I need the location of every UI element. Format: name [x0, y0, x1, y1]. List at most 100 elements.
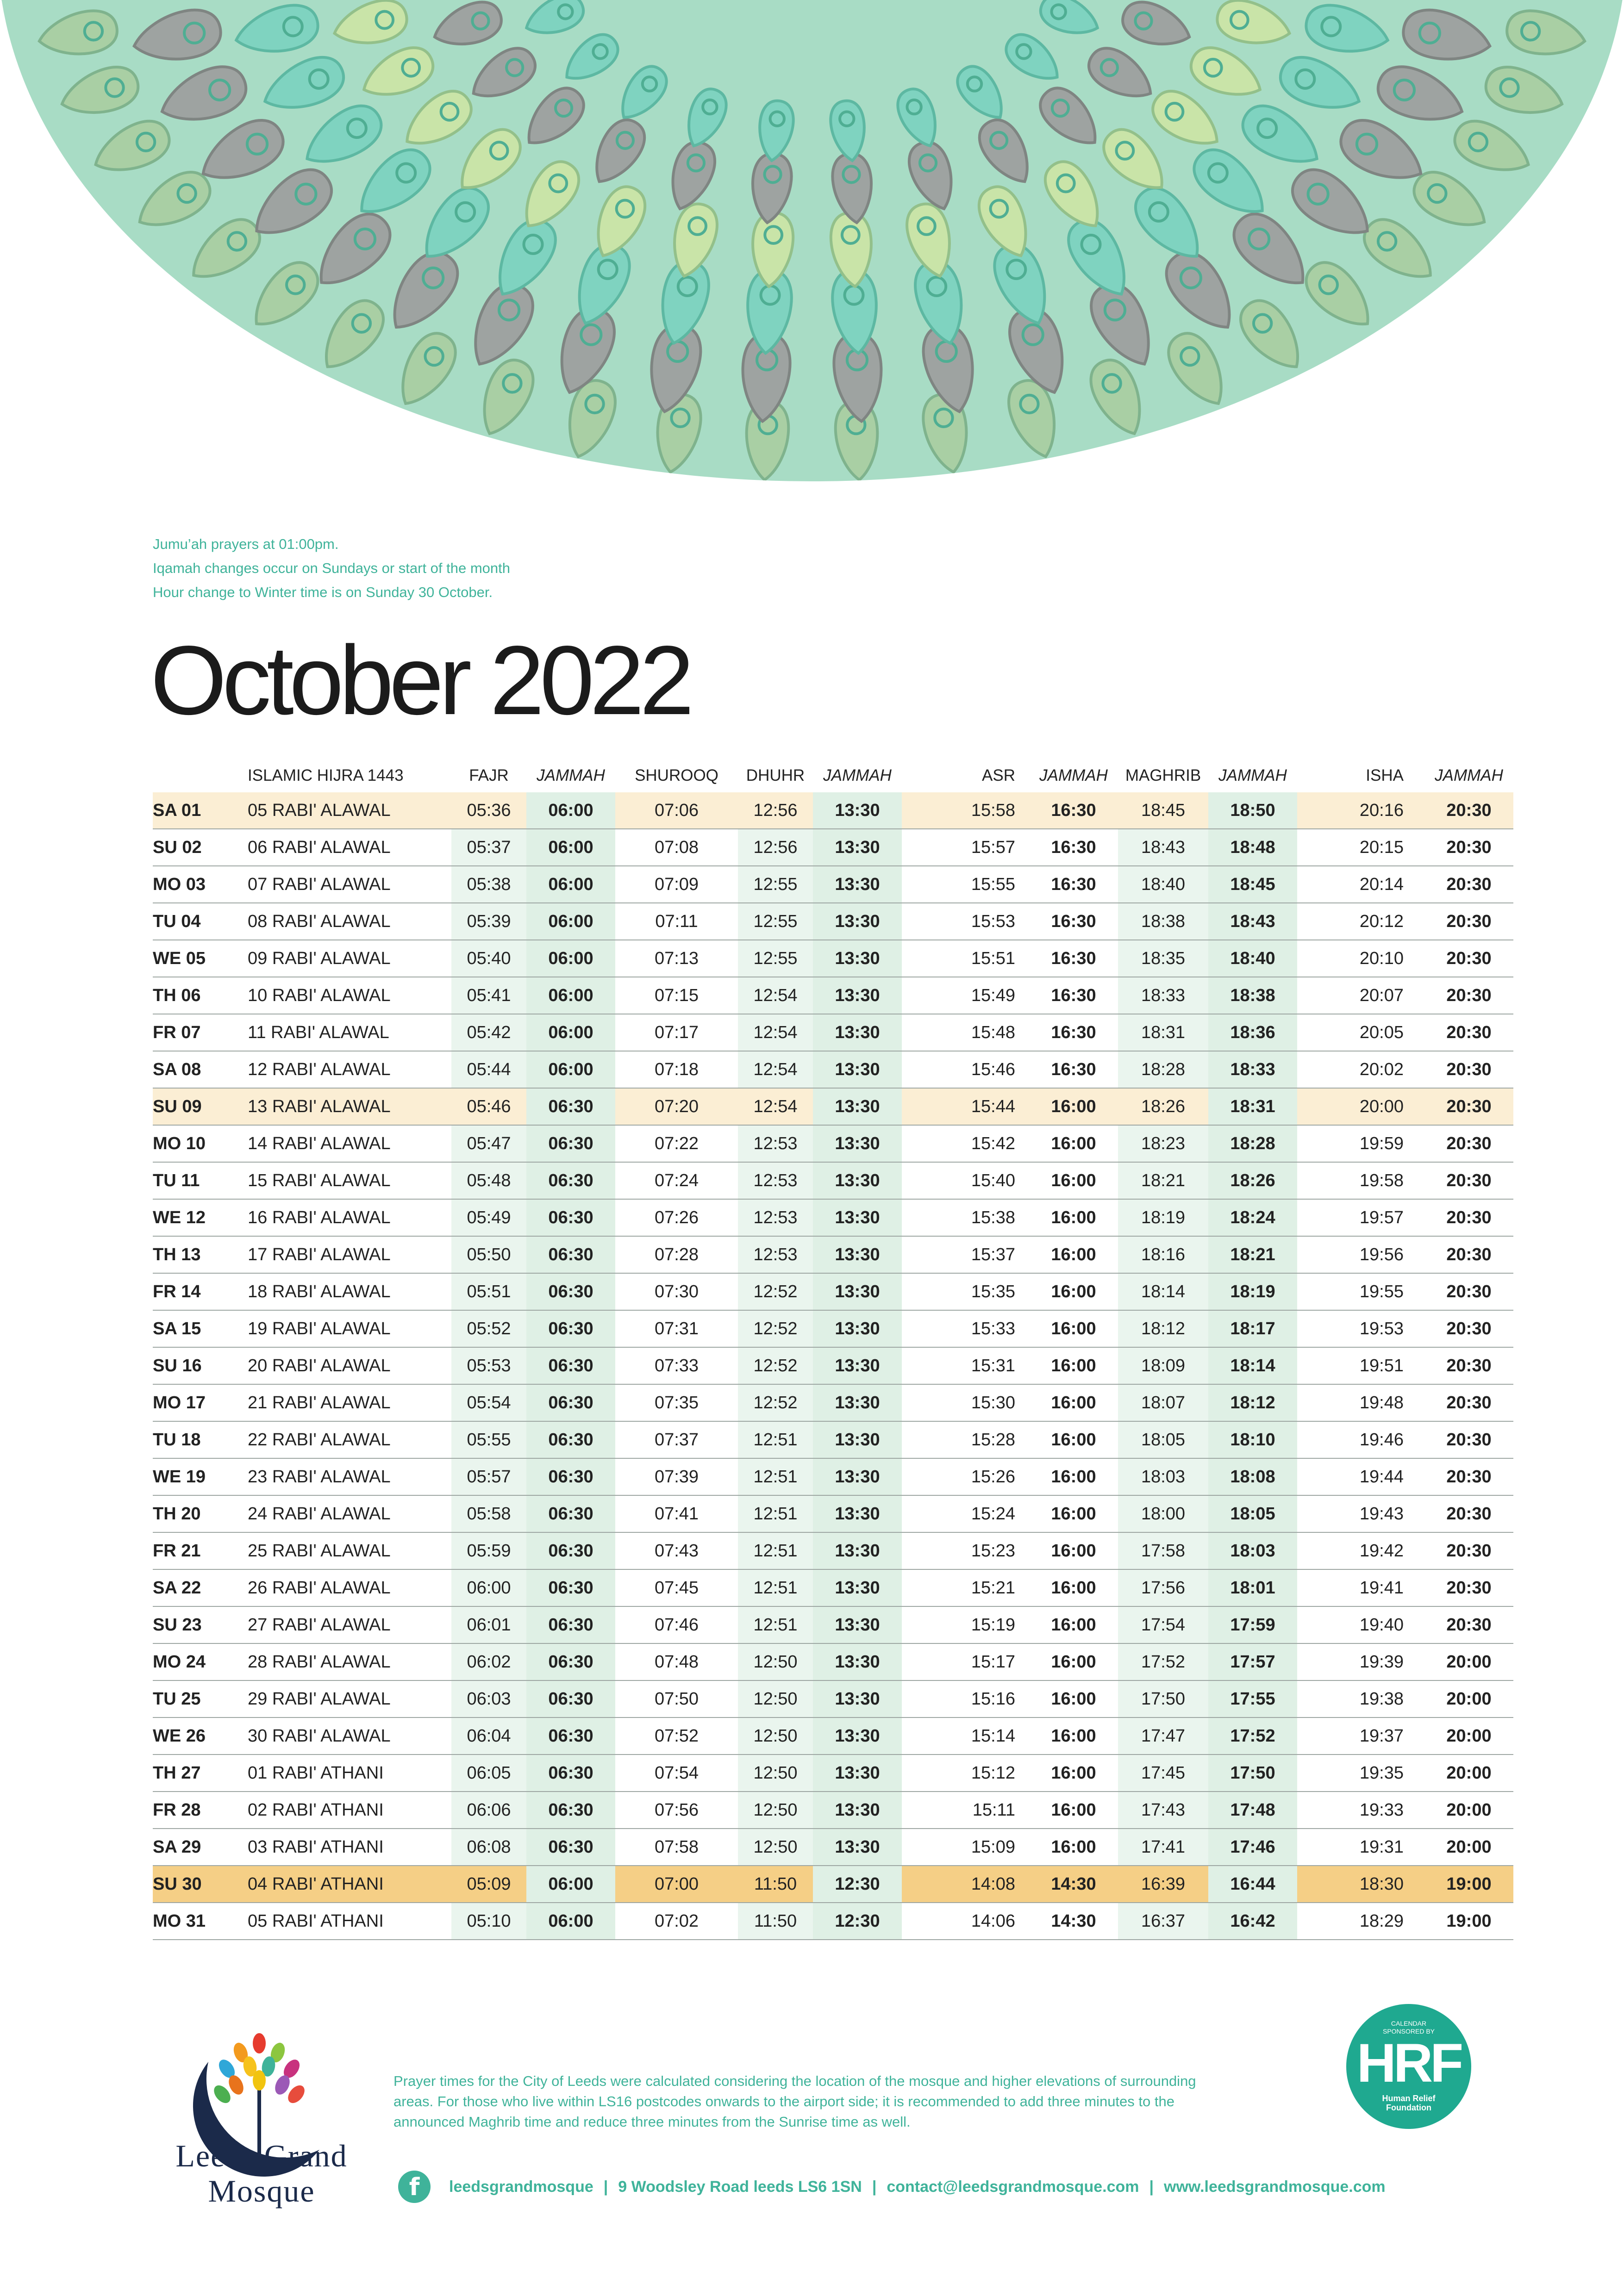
cell-dhuhr-j: 13:30	[813, 1162, 902, 1200]
mandala-swirl	[1320, 16, 1342, 37]
table-row: TU 04 08 RABI' ALAWAL 05:39 06:00 07:11 12:55…	[153, 903, 1513, 940]
cell-shurooq: 07:09	[615, 866, 738, 903]
cell-fajr-j: 06:00	[526, 940, 615, 977]
cell-fajr-j: 06:00	[526, 1903, 615, 1940]
mandala-petal	[751, 211, 795, 288]
cell-day: SU 30	[153, 1866, 248, 1903]
col-asr-jammah: JAMMAH	[1039, 766, 1108, 784]
cell-day: SA 22	[153, 1569, 248, 1607]
cell-fajr: 05:37	[451, 829, 526, 866]
cell-maghrib-j: 18:28	[1208, 1125, 1297, 1163]
cell-maghrib: 17:52	[1118, 1643, 1208, 1681]
mandala-swirl	[615, 131, 635, 150]
cell-asr: 15:37	[902, 1236, 1029, 1274]
cell-hijri: 24 RABI' ALAWAL	[248, 1495, 451, 1533]
col-shurooq: SHUROOQ	[635, 766, 718, 784]
cell-dhuhr-j: 13:30	[813, 1199, 902, 1237]
mandala-swirl	[471, 11, 490, 31]
cell-fajr: 05:59	[451, 1532, 526, 1570]
cell-hijri: 15 RABI' ALAWAL	[248, 1162, 451, 1200]
cell-asr-j: 16:00	[1029, 1495, 1118, 1533]
cell-asr-j: 16:00	[1029, 1792, 1118, 1829]
mandala-petal	[1402, 8, 1492, 61]
cell-fajr: 05:57	[451, 1458, 526, 1496]
table-row: WE 12 16 RABI' ALAWAL 05:49 06:30 07:26 12:53…	[153, 1199, 1513, 1237]
cell-asr-j: 16:00	[1029, 1347, 1118, 1385]
cell-maghrib: 17:58	[1118, 1532, 1208, 1570]
email-link[interactable]: contact@leedsgrandmosque.com	[887, 2178, 1139, 2196]
mandala-petal	[1505, 9, 1587, 56]
cell-fajr: 05:52	[451, 1310, 526, 1348]
cell-asr-j: 16:00	[1029, 1162, 1118, 1200]
cell-dhuhr: 12:50	[738, 1755, 813, 1792]
logo-leaf	[233, 2042, 248, 2063]
cell-fajr: 05:36	[451, 792, 526, 829]
cell-fajr-j: 06:30	[526, 1236, 615, 1274]
mandala-swirl	[285, 274, 306, 295]
cell-isha: 19:42	[1297, 1532, 1424, 1570]
cell-shurooq: 07:30	[615, 1273, 738, 1311]
cell-day: WE 19	[153, 1458, 248, 1496]
mandala-swirl	[1056, 173, 1076, 193]
cell-fajr: 06:02	[451, 1643, 526, 1681]
facebook-handle[interactable]: leedsgrandmosque	[449, 2178, 593, 2196]
cell-maghrib-j: 18:17	[1208, 1310, 1297, 1348]
cell-hijri: 19 RABI' ALAWAL	[248, 1310, 451, 1348]
cell-dhuhr: 12:55	[738, 866, 813, 903]
cell-asr-j: 16:30	[1029, 829, 1118, 866]
cell-asr: 15:33	[902, 1310, 1029, 1348]
mandala-swirl	[1164, 101, 1185, 122]
cell-isha: 20:07	[1297, 977, 1424, 1014]
sponsor-caption: CALENDAR SPONSORED BY	[1346, 2020, 1471, 2035]
cell-dhuhr: 12:50	[738, 1829, 813, 1866]
cell-maghrib-j: 18:19	[1208, 1273, 1297, 1311]
cell-day: FR 14	[153, 1273, 248, 1311]
cell-dhuhr: 12:56	[738, 829, 813, 866]
cell-fajr-j: 06:30	[526, 1569, 615, 1607]
cell-shurooq: 07:31	[615, 1310, 738, 1348]
cell-fajr-j: 06:00	[526, 792, 615, 829]
cell-hijri: 14 RABI' ALAWAL	[248, 1125, 451, 1163]
cell-maghrib-j: 18:48	[1208, 829, 1297, 866]
cell-fajr-j: 06:30	[526, 1458, 615, 1496]
table-row: TU 11 15 RABI' ALAWAL 05:48 06:30 07:24 12:53…	[153, 1162, 1513, 1200]
cell-dhuhr: 12:53	[738, 1236, 813, 1274]
hrf-sponsor-badge: CALENDAR SPONSORED BY HRF Human Relief F…	[1346, 2004, 1471, 2129]
mandala-swirl	[763, 225, 784, 245]
table-header-row: ISLAMIC HIJRA 1443 FAJR JAMMAH SHUROOQ D…	[153, 759, 1513, 792]
cell-dhuhr-j: 13:30	[813, 1792, 902, 1829]
col-fajr: FAJR	[469, 766, 509, 784]
cell-dhuhr: 11:50	[738, 1866, 813, 1903]
prayer-timetable: ISLAMIC HIJRA 1443 FAJR JAMMAH SHUROOQ D…	[153, 759, 1513, 1940]
cell-fajr-j: 06:30	[526, 1347, 615, 1385]
mandala-swirl	[1247, 227, 1271, 250]
cell-maghrib: 18:31	[1118, 1014, 1208, 1052]
cell-isha: 20:14	[1297, 866, 1424, 903]
cell-asr-j: 16:00	[1029, 1384, 1118, 1422]
cell-isha: 19:44	[1297, 1458, 1424, 1496]
cell-shurooq: 07:20	[615, 1088, 738, 1126]
logo-leaf	[243, 2056, 257, 2077]
mandala-decoration	[1, 0, 1623, 481]
cell-hijri: 07 RABI' ALAWAL	[248, 866, 451, 903]
mandala-swirl	[1229, 10, 1249, 30]
cell-shurooq: 07:43	[615, 1532, 738, 1570]
cell-isha-j: 20:30	[1424, 1458, 1513, 1496]
website-link[interactable]: www.leedsgrandmosque.com	[1164, 2178, 1386, 2196]
cell-maghrib-j: 17:50	[1208, 1755, 1297, 1792]
cell-maghrib-j: 18:50	[1208, 792, 1297, 829]
mandala-swirl	[1148, 201, 1169, 223]
facebook-icon[interactable]: f	[398, 2171, 431, 2203]
cell-hijri: 06 RABI' ALAWAL	[248, 829, 451, 866]
logo-leaf	[262, 2056, 275, 2077]
cell-hijri: 02 RABI' ATHANI	[248, 1792, 451, 1829]
cell-fajr: 05:48	[451, 1162, 526, 1200]
cell-isha: 20:15	[1297, 829, 1424, 866]
cell-maghrib: 18:35	[1118, 940, 1208, 977]
cell-maghrib: 18:14	[1118, 1273, 1208, 1311]
cell-dhuhr: 12:53	[738, 1125, 813, 1163]
cell-maghrib-j: 18:33	[1208, 1051, 1297, 1089]
mandala-swirl	[842, 165, 861, 184]
cell-maghrib: 17:50	[1118, 1680, 1208, 1718]
cell-maghrib-j: 18:31	[1208, 1088, 1297, 1126]
